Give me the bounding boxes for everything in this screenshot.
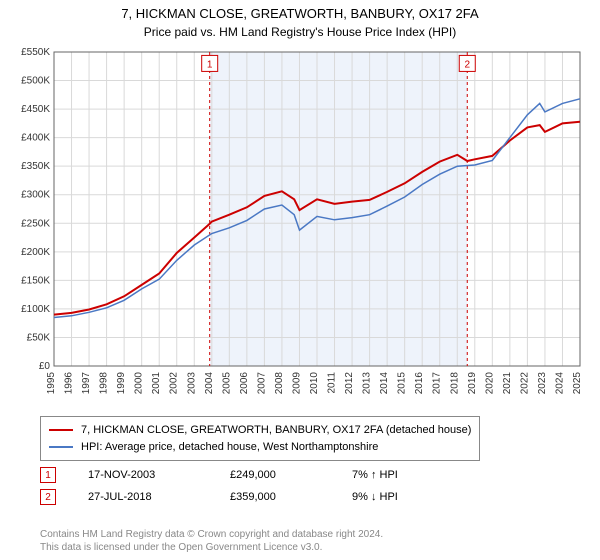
svg-text:£350K: £350K bbox=[21, 161, 50, 172]
marker-badge: 1 bbox=[40, 467, 56, 483]
svg-text:1997: 1997 bbox=[81, 372, 92, 395]
table-row: 2 27-JUL-2018 £359,000 9% ↓ HPI bbox=[40, 486, 398, 508]
svg-text:2005: 2005 bbox=[221, 372, 232, 395]
svg-text:2004: 2004 bbox=[204, 372, 215, 395]
svg-text:£100K: £100K bbox=[21, 304, 50, 315]
svg-text:2022: 2022 bbox=[519, 372, 530, 395]
copyright: Contains HM Land Registry data © Crown c… bbox=[40, 528, 383, 554]
svg-text:£400K: £400K bbox=[21, 133, 50, 144]
svg-text:2018: 2018 bbox=[449, 372, 460, 395]
svg-text:£300K: £300K bbox=[21, 190, 50, 201]
svg-text:2008: 2008 bbox=[274, 372, 285, 395]
svg-text:1: 1 bbox=[207, 59, 213, 70]
svg-text:2014: 2014 bbox=[379, 372, 390, 395]
svg-text:2000: 2000 bbox=[134, 372, 145, 395]
page-title: 7, HICKMAN CLOSE, GREATWORTH, BANBURY, O… bbox=[0, 0, 600, 23]
svg-text:2002: 2002 bbox=[169, 372, 180, 395]
marker-delta: 9% ↓ HPI bbox=[352, 491, 398, 503]
svg-text:£250K: £250K bbox=[21, 218, 50, 229]
svg-text:2013: 2013 bbox=[362, 372, 373, 395]
svg-text:2: 2 bbox=[464, 59, 470, 70]
svg-text:2011: 2011 bbox=[327, 372, 338, 394]
legend-label: HPI: Average price, detached house, West… bbox=[81, 439, 378, 456]
marker-price: £359,000 bbox=[230, 491, 320, 503]
svg-text:£0: £0 bbox=[39, 361, 51, 372]
copyright-line: Contains HM Land Registry data © Crown c… bbox=[40, 528, 383, 541]
legend-item: HPI: Average price, detached house, West… bbox=[49, 439, 471, 456]
svg-text:2017: 2017 bbox=[432, 372, 443, 395]
svg-text:2023: 2023 bbox=[537, 372, 548, 395]
svg-text:1996: 1996 bbox=[64, 372, 75, 395]
svg-text:£550K: £550K bbox=[21, 47, 50, 58]
svg-text:2003: 2003 bbox=[186, 372, 197, 395]
svg-text:2012: 2012 bbox=[344, 372, 355, 395]
svg-text:2009: 2009 bbox=[291, 372, 302, 395]
svg-text:2024: 2024 bbox=[554, 372, 565, 395]
svg-text:2007: 2007 bbox=[256, 372, 267, 395]
svg-text:2001: 2001 bbox=[151, 372, 162, 395]
svg-text:2025: 2025 bbox=[572, 372, 583, 395]
svg-text:2015: 2015 bbox=[397, 372, 408, 395]
legend-item: 7, HICKMAN CLOSE, GREATWORTH, BANBURY, O… bbox=[49, 422, 471, 439]
marker-date: 17-NOV-2003 bbox=[88, 469, 198, 481]
svg-text:£50K: £50K bbox=[27, 332, 51, 343]
svg-text:2010: 2010 bbox=[309, 372, 320, 395]
svg-text:2019: 2019 bbox=[467, 372, 478, 395]
marker-table: 1 17-NOV-2003 £249,000 7% ↑ HPI 2 27-JUL… bbox=[40, 464, 398, 508]
svg-text:2016: 2016 bbox=[414, 372, 425, 395]
svg-text:£450K: £450K bbox=[21, 104, 50, 115]
svg-text:2021: 2021 bbox=[502, 372, 513, 395]
svg-text:£500K: £500K bbox=[21, 76, 50, 87]
legend-label: 7, HICKMAN CLOSE, GREATWORTH, BANBURY, O… bbox=[81, 422, 471, 439]
marker-delta: 7% ↑ HPI bbox=[352, 469, 398, 481]
price-chart: £0 £50K £100K £150K £200K £250K £300K £350K £400… bbox=[10, 46, 590, 406]
svg-text:£150K: £150K bbox=[21, 275, 50, 286]
svg-text:£200K: £200K bbox=[21, 247, 50, 258]
legend-swatch bbox=[49, 429, 73, 431]
legend: 7, HICKMAN CLOSE, GREATWORTH, BANBURY, O… bbox=[40, 416, 480, 461]
marker-price: £249,000 bbox=[230, 469, 320, 481]
svg-text:1998: 1998 bbox=[99, 372, 110, 395]
table-row: 1 17-NOV-2003 £249,000 7% ↑ HPI bbox=[40, 464, 398, 486]
copyright-line: This data is licensed under the Open Gov… bbox=[40, 541, 383, 554]
marker-badge: 2 bbox=[40, 489, 56, 505]
legend-swatch bbox=[49, 446, 73, 448]
marker-date: 27-JUL-2018 bbox=[88, 491, 198, 503]
svg-text:1999: 1999 bbox=[116, 372, 127, 395]
page-subtitle: Price paid vs. HM Land Registry's House … bbox=[0, 23, 600, 39]
svg-text:1995: 1995 bbox=[46, 372, 57, 395]
svg-text:2020: 2020 bbox=[484, 372, 495, 395]
svg-text:2006: 2006 bbox=[239, 372, 250, 395]
